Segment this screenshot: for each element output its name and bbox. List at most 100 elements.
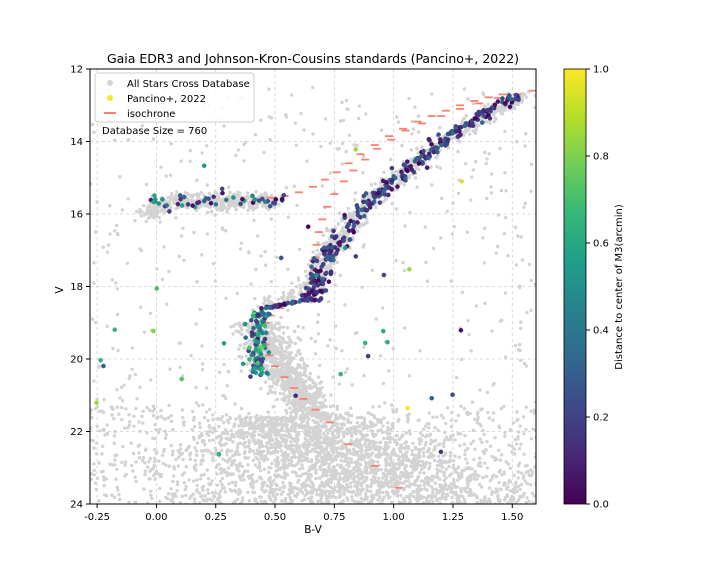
background-star xyxy=(339,464,342,467)
background-star xyxy=(289,440,292,443)
background-star xyxy=(352,472,355,475)
background-star xyxy=(348,212,351,215)
background-star xyxy=(440,484,443,487)
background-star xyxy=(285,411,288,414)
background-star xyxy=(268,496,271,499)
background-star xyxy=(243,456,246,459)
background-star xyxy=(237,347,240,350)
background-star xyxy=(325,447,328,450)
background-star xyxy=(293,456,296,459)
background-star xyxy=(221,415,224,418)
background-star xyxy=(452,459,455,462)
background-star xyxy=(528,500,531,503)
background-star xyxy=(237,469,240,472)
background-star xyxy=(318,493,321,496)
background-star xyxy=(334,469,337,472)
background-star xyxy=(333,283,336,286)
background-star xyxy=(349,481,352,484)
background-star xyxy=(446,406,449,409)
background-star xyxy=(187,446,190,449)
background-star xyxy=(424,482,427,485)
background-star xyxy=(435,415,438,418)
background-star xyxy=(524,464,527,467)
background-star xyxy=(280,444,283,447)
background-star xyxy=(349,421,352,424)
background-star xyxy=(418,451,421,454)
background-star xyxy=(366,448,369,451)
background-star xyxy=(517,470,520,473)
background-star xyxy=(316,421,319,424)
background-star xyxy=(516,476,519,479)
background-star xyxy=(313,403,316,406)
background-star xyxy=(141,421,144,424)
background-star xyxy=(422,447,425,450)
background-star xyxy=(519,488,522,491)
background-star xyxy=(494,491,497,494)
background-star xyxy=(325,227,328,230)
background-star xyxy=(525,96,528,99)
background-star xyxy=(327,457,330,460)
background-star xyxy=(188,478,191,481)
background-star xyxy=(263,457,266,460)
background-star xyxy=(314,477,317,480)
background-star xyxy=(239,324,242,327)
background-star xyxy=(331,432,334,435)
background-star xyxy=(251,478,254,481)
background-star xyxy=(299,378,302,381)
background-star xyxy=(261,445,264,448)
background-star xyxy=(422,428,425,431)
background-star xyxy=(475,477,478,480)
background-star xyxy=(237,424,240,427)
background-star xyxy=(522,474,525,477)
background-star xyxy=(269,346,272,349)
background-star xyxy=(381,477,384,480)
background-star xyxy=(381,424,384,427)
background-star xyxy=(440,462,443,465)
background-star xyxy=(254,463,257,466)
background-star xyxy=(247,439,250,442)
background-star xyxy=(418,484,421,487)
background-star xyxy=(350,495,353,498)
background-star xyxy=(299,415,302,418)
background-star xyxy=(130,464,133,467)
background-star xyxy=(339,478,342,481)
background-star xyxy=(261,416,264,419)
background-star xyxy=(412,490,415,493)
background-star xyxy=(304,408,307,411)
background-star xyxy=(259,440,262,443)
background-star xyxy=(529,483,532,486)
background-star xyxy=(137,420,140,423)
background-star xyxy=(292,400,295,403)
background-star xyxy=(343,430,346,433)
background-star xyxy=(372,440,375,443)
background-star xyxy=(489,445,492,448)
background-star xyxy=(189,495,192,498)
background-star xyxy=(198,436,201,439)
background-star xyxy=(409,432,412,435)
background-star xyxy=(388,481,391,484)
background-star xyxy=(306,395,309,398)
background-star xyxy=(319,476,322,479)
background-star xyxy=(220,468,223,471)
background-star xyxy=(444,451,447,454)
background-star xyxy=(405,451,408,454)
background-star xyxy=(430,485,433,488)
background-star xyxy=(287,351,290,354)
background-star xyxy=(366,426,369,429)
background-star xyxy=(367,444,370,447)
background-star xyxy=(289,390,292,393)
background-star xyxy=(193,446,196,449)
background-star xyxy=(377,481,380,484)
background-star xyxy=(453,438,456,441)
background-star xyxy=(428,411,431,414)
background-star xyxy=(415,147,418,150)
background-star xyxy=(333,476,336,479)
background-star xyxy=(468,133,471,136)
background-star xyxy=(502,405,505,408)
background-star xyxy=(381,452,384,455)
background-star xyxy=(238,474,241,477)
background-star xyxy=(401,459,404,462)
background-star xyxy=(352,451,355,454)
background-star xyxy=(199,477,202,480)
background-star xyxy=(230,429,233,432)
